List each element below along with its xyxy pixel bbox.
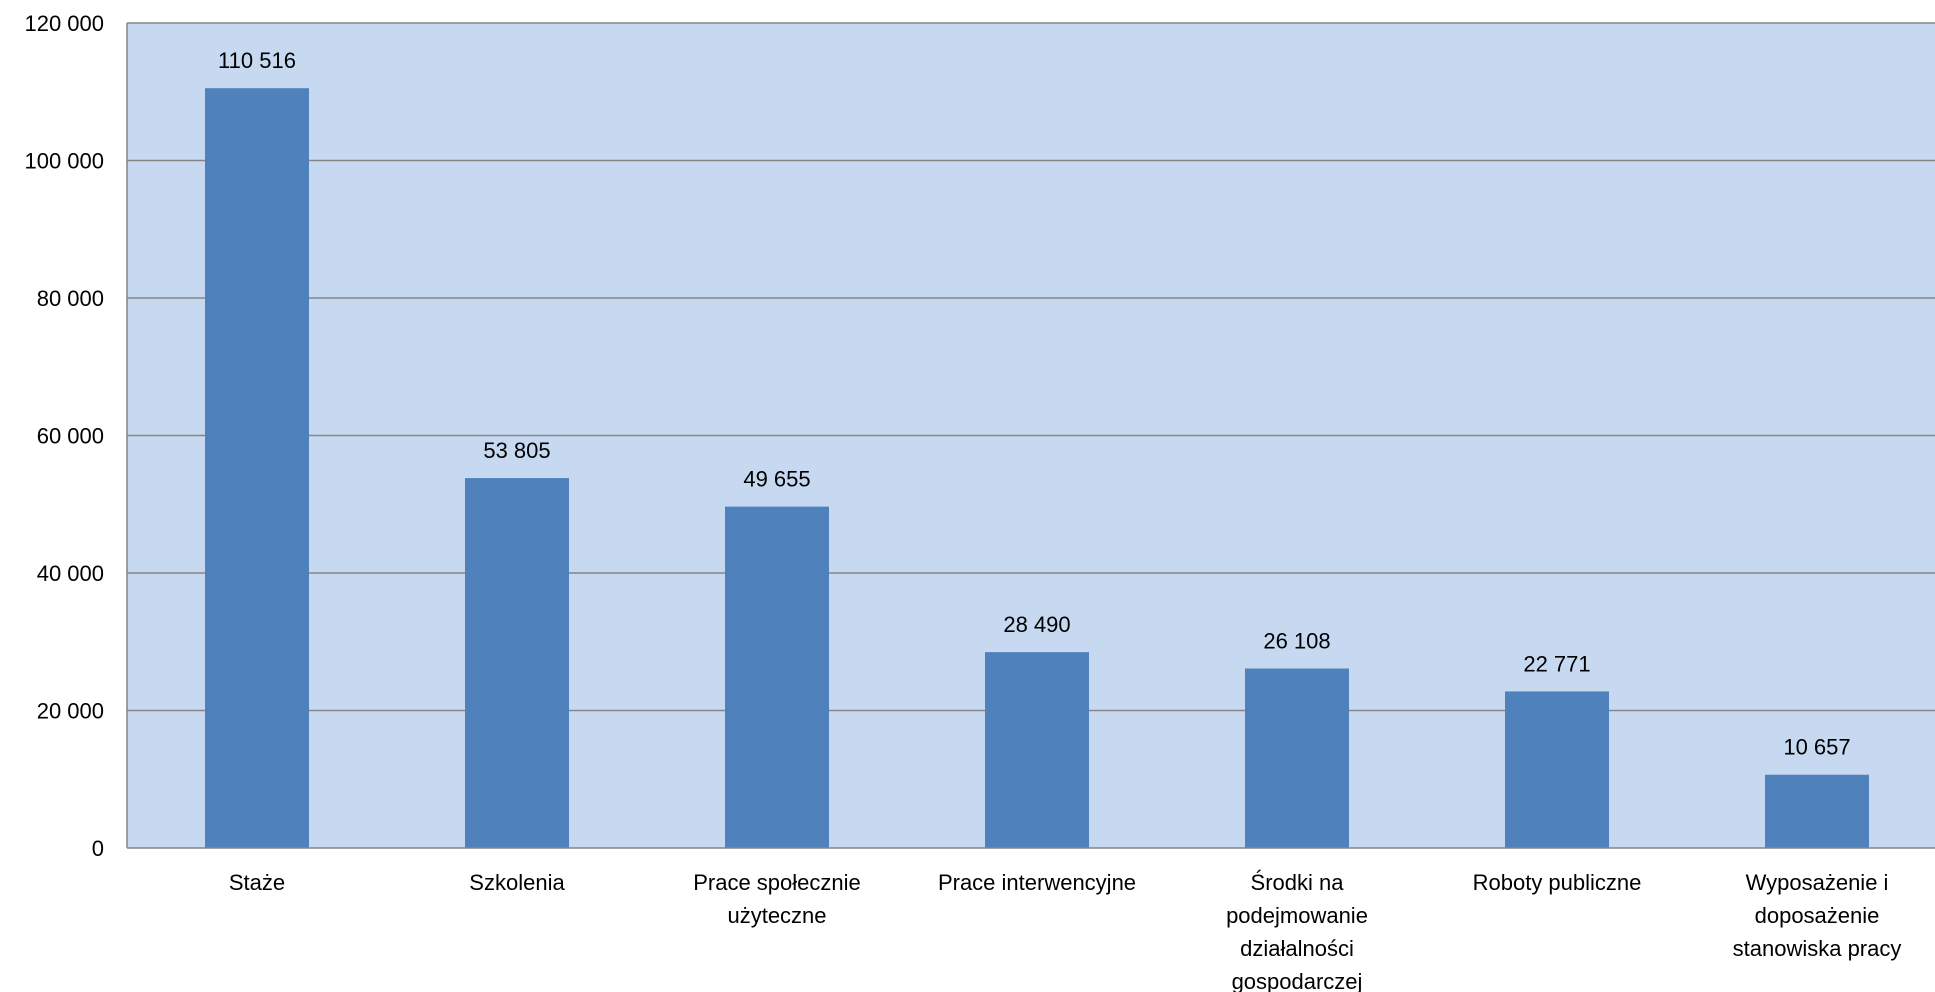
x-category-label: Prace społecznie użyteczne bbox=[693, 870, 861, 928]
y-tick-label: 0 bbox=[92, 836, 104, 861]
y-tick-label: 20 000 bbox=[37, 699, 104, 724]
bar-data-label: 26 108 bbox=[1263, 629, 1330, 654]
bar-data-label: 53 805 bbox=[483, 438, 550, 463]
bar bbox=[1245, 668, 1349, 848]
data-labels: 110 516 53 805 49 655 28 490 26 108 22 771 10 … bbox=[218, 48, 1851, 760]
bar-data-label: 28 490 bbox=[1003, 612, 1070, 637]
x-category-label: Prace interwencyjne bbox=[938, 870, 1136, 895]
y-tick-label: 120 000 bbox=[24, 11, 104, 36]
bar bbox=[465, 478, 569, 848]
x-category-label: Wyposażenie i doposażenie stanowiska pracy bbox=[1733, 870, 1902, 961]
bar-data-label: 22 771 bbox=[1523, 651, 1590, 676]
y-tick-label: 40 000 bbox=[37, 561, 104, 586]
y-tick-label: 100 000 bbox=[24, 149, 104, 174]
bar bbox=[985, 652, 1089, 848]
bar-series bbox=[205, 88, 1869, 848]
x-category-label: Szkolenia bbox=[469, 870, 565, 895]
bar-data-label: 110 516 bbox=[218, 48, 296, 73]
bar bbox=[205, 88, 309, 848]
gridlines bbox=[127, 22, 1935, 712]
x-category-label: Roboty publiczne bbox=[1473, 870, 1642, 895]
x-axis: Staże Szkolenia Prace społecznie użyteczne P… bbox=[127, 847, 1935, 992]
y-tick-label: 80 000 bbox=[37, 286, 104, 311]
x-category-label: Środki na podejmowanie działalności gospoda… bbox=[1226, 870, 1368, 992]
bar bbox=[1765, 774, 1869, 848]
bar bbox=[1505, 691, 1609, 848]
bar-data-label: 10 657 bbox=[1783, 735, 1850, 760]
y-tick-label: 60 000 bbox=[37, 424, 104, 449]
y-axis: 0 20 000 40 000 60 000 80 000 100 000 120 000 bbox=[24, 11, 128, 861]
bar-data-label: 49 655 bbox=[743, 467, 810, 492]
x-category-label: Staże bbox=[229, 870, 285, 895]
bar bbox=[725, 506, 829, 848]
